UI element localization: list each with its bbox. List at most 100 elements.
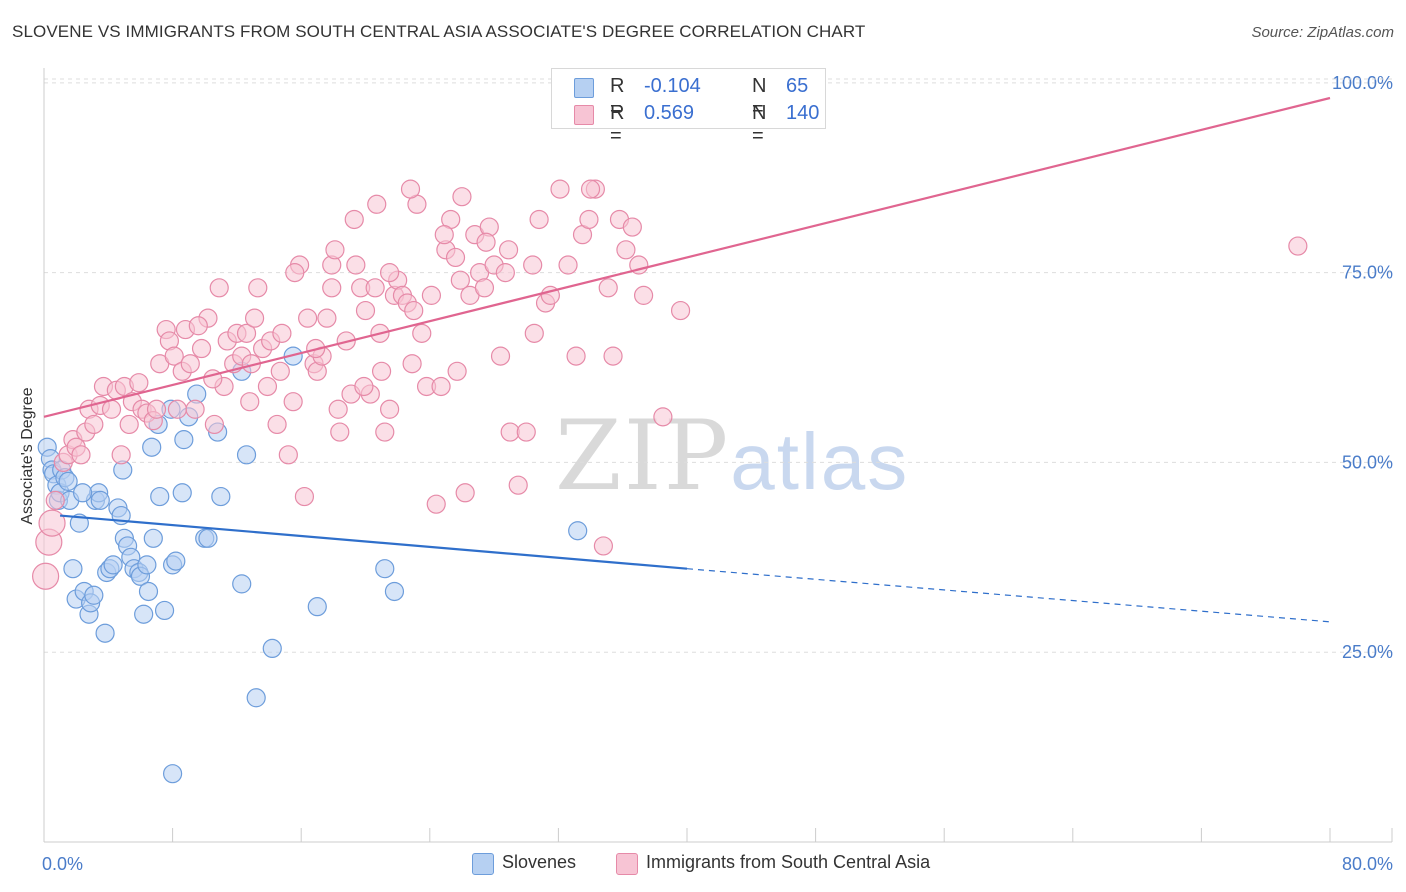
data-point bbox=[452, 187, 472, 207]
data-point bbox=[138, 581, 159, 602]
data-point bbox=[529, 209, 549, 230]
data-point bbox=[568, 521, 588, 541]
data-point bbox=[317, 308, 337, 328]
data-point bbox=[270, 361, 290, 381]
watermark-atlas: atlas bbox=[730, 417, 910, 506]
data-point bbox=[495, 263, 515, 283]
data-point bbox=[84, 414, 104, 435]
data-point bbox=[71, 445, 91, 465]
data-point bbox=[204, 414, 224, 435]
data-point bbox=[232, 574, 252, 594]
data-point bbox=[146, 399, 167, 419]
data-point bbox=[298, 308, 318, 328]
data-point bbox=[384, 581, 405, 602]
data-point bbox=[188, 316, 208, 336]
data-point bbox=[267, 414, 287, 435]
data-point bbox=[129, 373, 149, 393]
data-point bbox=[523, 255, 543, 275]
data-point bbox=[431, 376, 451, 397]
data-point bbox=[248, 278, 268, 298]
data-point bbox=[500, 422, 520, 442]
data-point bbox=[380, 263, 400, 283]
data-point bbox=[450, 270, 470, 290]
data-point bbox=[653, 407, 673, 427]
trend-line-immigrants bbox=[43, 96, 1331, 418]
data-point bbox=[137, 555, 157, 575]
data-point bbox=[445, 247, 466, 268]
data-point bbox=[72, 483, 93, 503]
data-point bbox=[344, 209, 364, 230]
series-immigrants bbox=[32, 179, 1308, 590]
x-tick-label-max: 80.0% bbox=[1342, 854, 1393, 874]
data-point bbox=[447, 361, 467, 381]
data-point bbox=[355, 300, 376, 321]
data-point bbox=[240, 392, 260, 412]
y-axis-label: Associate's Degree bbox=[19, 387, 36, 525]
data-point bbox=[490, 346, 511, 366]
data-point bbox=[32, 562, 60, 590]
data-point bbox=[307, 597, 327, 617]
data-point bbox=[330, 422, 350, 442]
data-point bbox=[294, 486, 315, 507]
source-label: Source: ZipAtlas.com bbox=[1251, 24, 1394, 41]
bottom-legend-label: Slovenes bbox=[502, 852, 577, 872]
trend-line-slovenes bbox=[59, 514, 688, 570]
chart-title: SLOVENE VS IMMIGRANTS FROM SOUTH CENTRAL… bbox=[12, 22, 866, 41]
data-point bbox=[421, 285, 442, 305]
data-point bbox=[166, 551, 186, 571]
data-point bbox=[262, 638, 282, 659]
data-point bbox=[404, 300, 424, 321]
data-point bbox=[375, 422, 395, 442]
data-point bbox=[163, 764, 183, 784]
y-tick-label: 100.0% bbox=[1332, 73, 1393, 93]
data-point bbox=[524, 323, 544, 343]
data-point bbox=[412, 323, 432, 343]
data-point bbox=[633, 285, 654, 305]
data-point bbox=[622, 217, 642, 237]
data-point bbox=[236, 445, 257, 465]
data-point bbox=[45, 490, 65, 510]
data-point bbox=[367, 194, 387, 214]
data-point bbox=[180, 354, 200, 374]
data-point bbox=[103, 555, 123, 575]
data-point bbox=[150, 486, 170, 507]
data-point bbox=[354, 376, 374, 397]
data-point bbox=[174, 430, 194, 450]
data-point bbox=[434, 225, 454, 245]
data-point bbox=[346, 255, 366, 275]
y-tick-label: 25.0% bbox=[1342, 642, 1393, 662]
data-point bbox=[365, 278, 385, 298]
data-point bbox=[455, 483, 475, 503]
data-point bbox=[325, 240, 345, 260]
data-point bbox=[63, 559, 83, 579]
data-point bbox=[198, 528, 218, 548]
data-point bbox=[603, 346, 623, 366]
legend-n-value: 140 bbox=[786, 102, 820, 124]
legend-r-label: R = bbox=[610, 75, 625, 120]
data-point bbox=[111, 445, 131, 465]
data-point bbox=[272, 323, 292, 343]
data-point bbox=[328, 399, 348, 419]
legend-n-label: N = bbox=[752, 102, 767, 147]
data-point bbox=[38, 509, 66, 537]
data-point bbox=[143, 528, 163, 548]
legend-swatch-blue bbox=[574, 78, 594, 98]
x-tick-label-min: 0.0% bbox=[42, 854, 83, 874]
data-point bbox=[134, 604, 154, 624]
data-point bbox=[580, 179, 601, 199]
data-point bbox=[426, 494, 446, 514]
data-point bbox=[598, 278, 618, 298]
data-point bbox=[244, 308, 265, 328]
data-point bbox=[172, 483, 192, 503]
data-point bbox=[550, 179, 570, 199]
data-point bbox=[400, 179, 421, 199]
data-point bbox=[322, 278, 342, 298]
data-point bbox=[164, 346, 184, 366]
y-tick-label: 50.0% bbox=[1342, 452, 1393, 472]
data-point bbox=[593, 536, 614, 556]
data-point bbox=[154, 600, 175, 621]
y-tick-label: 75.0% bbox=[1342, 263, 1393, 283]
data-point bbox=[278, 445, 298, 465]
data-point bbox=[257, 376, 278, 397]
data-point bbox=[90, 490, 110, 510]
